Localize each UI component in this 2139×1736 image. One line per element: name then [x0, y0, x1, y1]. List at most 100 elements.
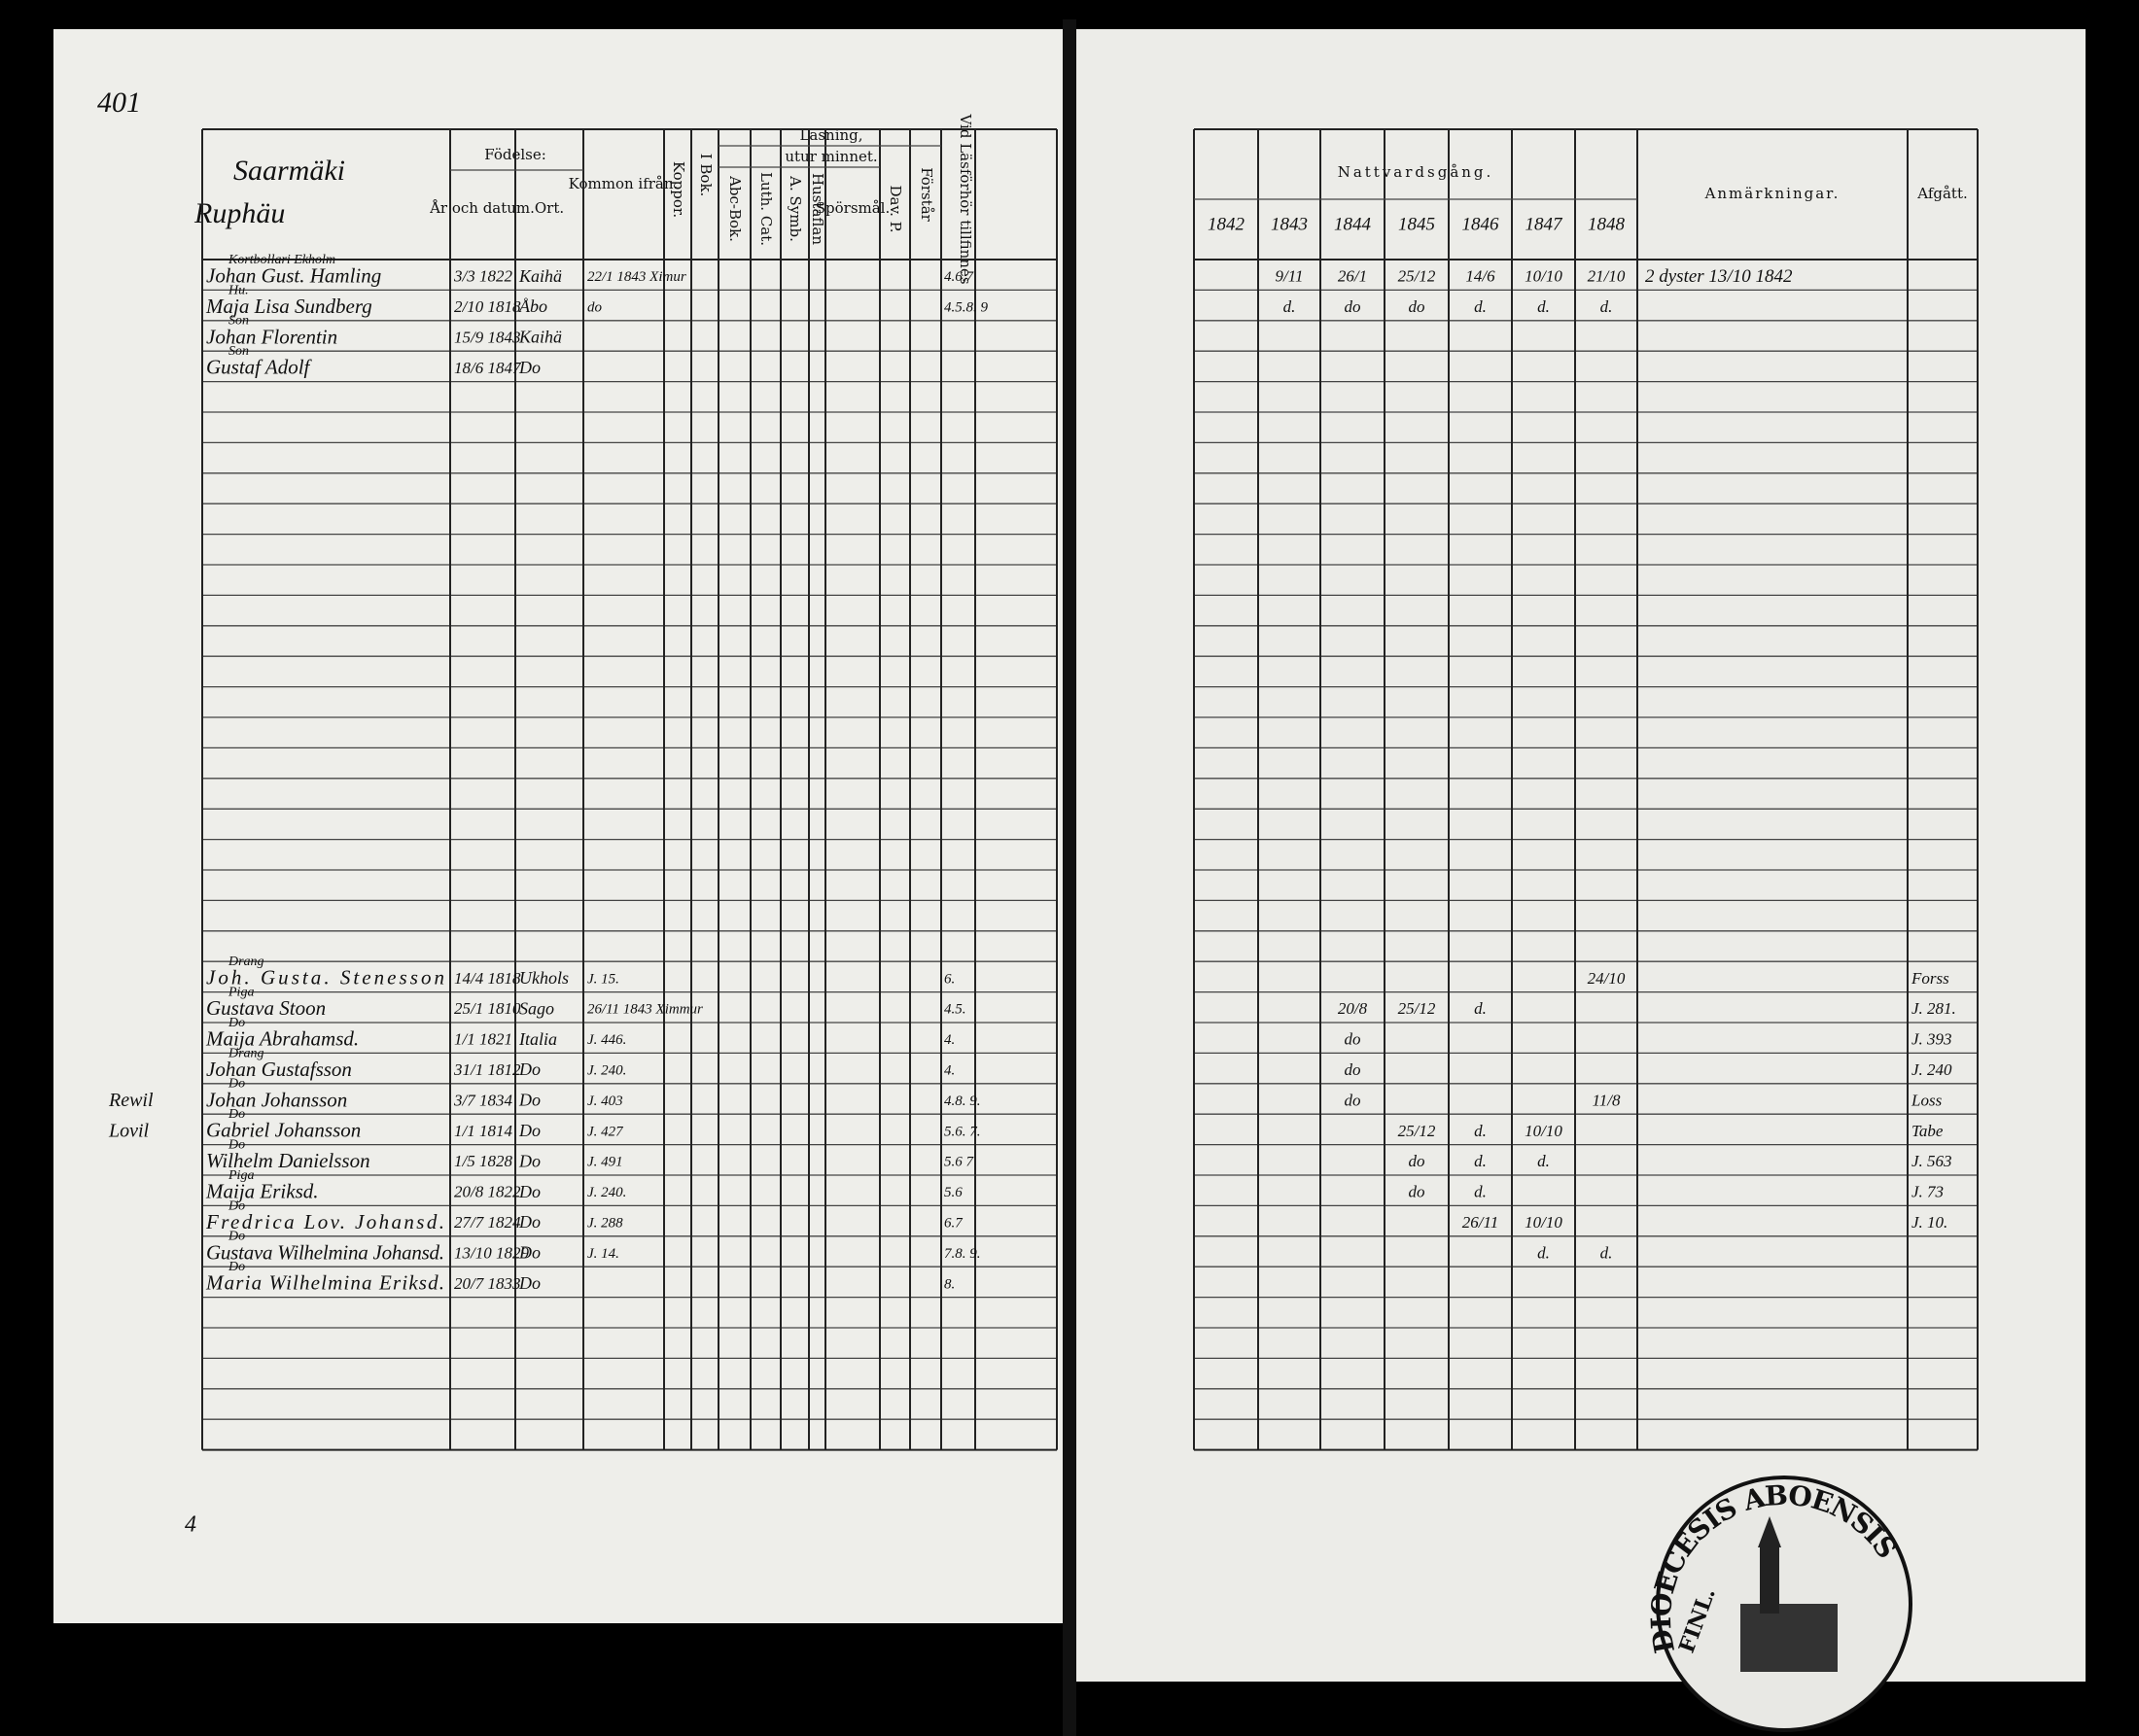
- communion-mark: 10/10: [1525, 267, 1562, 286]
- communion-mark: d.: [1474, 1152, 1487, 1170]
- role: Hu.: [228, 283, 249, 297]
- person-name: Maja Lisa Sundberg: [205, 295, 372, 318]
- year-header: 1846: [1462, 214, 1500, 234]
- exam-grade: 5.6 7: [944, 1155, 975, 1170]
- communion-mark: 26/11: [1462, 1213, 1498, 1232]
- communion-mark: d.: [1283, 297, 1296, 316]
- birth-place: Do: [518, 1243, 541, 1263]
- departure: Tabe: [1911, 1122, 1944, 1140]
- birth-date: 18/6 1847: [454, 359, 522, 377]
- came-from: 26/11 1843 Ximmur: [587, 1002, 703, 1018]
- communion-mark: 11/8: [1593, 1091, 1621, 1109]
- departure: Loss: [1911, 1091, 1943, 1109]
- birth-place: Kaihä: [518, 266, 562, 286]
- birth-date: 1/5 1828: [454, 1152, 512, 1170]
- role: Do: [228, 1260, 245, 1274]
- communion-mark: d.: [1537, 1152, 1550, 1170]
- communion-mark: 25/12: [1398, 267, 1436, 286]
- role: Son: [228, 314, 249, 329]
- person-name: Gustava Wilhelmina Johansd.: [206, 1240, 444, 1264]
- communion-mark: 10/10: [1525, 1213, 1562, 1232]
- person-name: Johan Johansson: [206, 1088, 347, 1111]
- year-header: 1847: [1525, 214, 1564, 234]
- exam-grade: 5.6. 7.: [944, 1124, 981, 1139]
- communion-mark: 25/12: [1398, 999, 1436, 1018]
- role: Drang: [228, 1046, 264, 1060]
- margin-note: Lovil: [108, 1120, 150, 1141]
- birth-date: 3/3 1822: [453, 267, 512, 286]
- header: Abc-Bok.: [726, 175, 744, 242]
- came-from: do: [587, 300, 603, 316]
- year-header: 1848: [1588, 214, 1626, 234]
- birth-date: 25/1 1810: [454, 999, 521, 1018]
- person-name: Wilhelm Danielsson: [206, 1149, 370, 1172]
- birth-place: Italia: [518, 1029, 557, 1049]
- birth-date: 13/10 1829: [454, 1243, 529, 1262]
- communion-mark: do: [1345, 1030, 1361, 1049]
- exam-grade: 4.5.8. 9: [944, 300, 989, 316]
- header: I Bok.: [697, 154, 715, 197]
- communion-mark: d.: [1474, 297, 1487, 316]
- stamp: DIOECESIS ABOENSIS FINL.: [1644, 1476, 1912, 1732]
- header: Luth. Cat.: [757, 172, 775, 246]
- departure: Forss: [1911, 969, 1949, 988]
- person-name: Maija Abrahamsd.: [205, 1027, 359, 1051]
- exam-grade: 8.: [944, 1276, 955, 1292]
- exam-grade: 4.: [944, 1032, 955, 1048]
- departure: J. 240: [1911, 1060, 1952, 1079]
- header: Afgått.: [1916, 185, 1968, 202]
- year-header: 1843: [1271, 214, 1308, 234]
- header: Förstår: [918, 167, 935, 222]
- birth-place: Kaihä: [518, 328, 562, 347]
- departure: J. 73: [1911, 1183, 1944, 1201]
- communion-mark: 9/11: [1276, 267, 1304, 286]
- stamp-tower: [1760, 1545, 1779, 1614]
- came-from: J. 240.: [587, 1185, 626, 1200]
- birth-date: 2/10 1818: [454, 297, 521, 316]
- communion-mark: 21/10: [1588, 267, 1626, 286]
- person-name: Fredrica Lov. Johansd.: [205, 1210, 444, 1233]
- person-name: Joh. Gusta. Stenesson: [206, 966, 444, 990]
- birth-place: Do: [518, 1182, 541, 1201]
- communion-mark: 10/10: [1525, 1122, 1562, 1140]
- birth-date: 1/1 1814: [454, 1122, 512, 1140]
- communion-mark: 24/10: [1588, 969, 1626, 988]
- role: Piga: [228, 986, 254, 1000]
- came-from: J. 14.: [587, 1246, 619, 1262]
- person-name: Gustaf Adolf: [206, 356, 313, 379]
- communion-mark: do: [1345, 1060, 1361, 1079]
- person-name: Gabriel Johansson: [206, 1119, 361, 1142]
- came-from: J. 491: [587, 1155, 623, 1170]
- birth-place: Do: [518, 1091, 541, 1110]
- communion-mark: do: [1409, 297, 1425, 316]
- departure: J. 10.: [1911, 1213, 1947, 1232]
- gutter: [1063, 19, 1076, 1736]
- birth-place: Do: [518, 1059, 541, 1079]
- person-name: Johan Florentin: [206, 325, 337, 348]
- came-from: 22/1 1843 Ximur: [587, 269, 686, 285]
- header: Nattvardsgång.: [1338, 163, 1494, 181]
- page-number: 401: [97, 87, 141, 119]
- person-name: Johan Gust. Hamling: [206, 264, 381, 288]
- communion-mark: do: [1345, 297, 1361, 316]
- birth-date: 1/1 1821: [454, 1030, 512, 1049]
- came-from: J. 15.: [587, 971, 619, 987]
- header: År och datum.: [429, 199, 535, 217]
- communion-mark: 14/6: [1465, 267, 1495, 286]
- header: A. Symb.: [787, 175, 804, 242]
- role: Drang: [228, 955, 264, 969]
- role: Do: [228, 1230, 245, 1244]
- header: Koppor.: [670, 161, 687, 218]
- stamp-church: [1740, 1604, 1838, 1672]
- departure: J. 281.: [1911, 999, 1956, 1018]
- birth-date: 20/7 1833: [454, 1274, 520, 1293]
- communion-mark: d.: [1600, 1243, 1613, 1262]
- header: Kommon ifrån.: [569, 175, 679, 192]
- birth-place: Ukhols: [519, 968, 569, 988]
- communion-mark: d.: [1474, 1122, 1487, 1140]
- left-page: [53, 29, 1065, 1623]
- exam-grade: 6.7: [944, 1216, 964, 1232]
- role: Piga: [228, 1168, 254, 1183]
- person-name: Maria Wilhelmina Eriksd.: [205, 1271, 444, 1295]
